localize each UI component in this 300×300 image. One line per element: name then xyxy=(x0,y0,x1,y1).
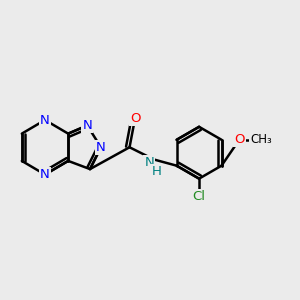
Text: H: H xyxy=(151,165,161,178)
Text: CH₃: CH₃ xyxy=(250,133,272,146)
Text: Cl: Cl xyxy=(193,190,206,203)
Text: N: N xyxy=(82,119,92,132)
Text: N: N xyxy=(40,168,50,181)
Text: O: O xyxy=(234,133,244,146)
Text: O: O xyxy=(130,112,140,125)
Text: N: N xyxy=(40,113,50,127)
Text: N: N xyxy=(96,141,106,154)
Text: N: N xyxy=(144,156,154,169)
